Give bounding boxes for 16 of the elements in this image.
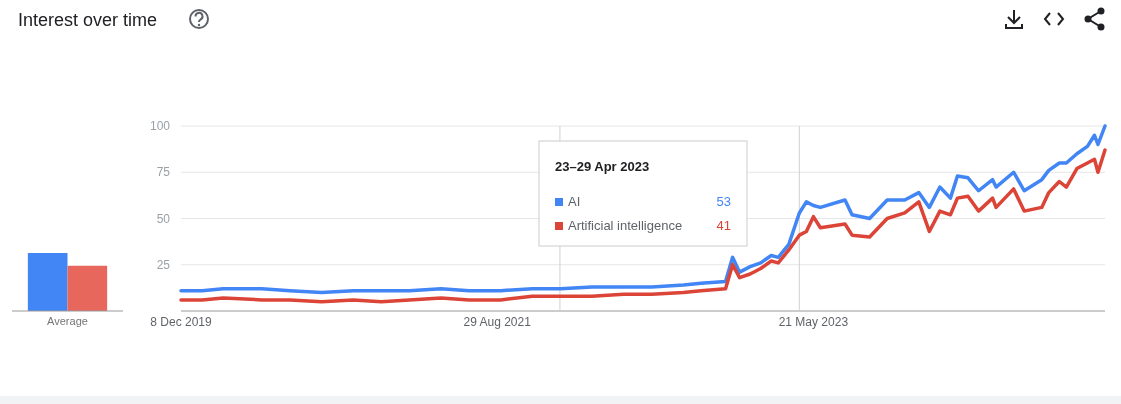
line-series: [179, 148, 1107, 304]
x-tick-label: 21 May 2023: [778, 315, 849, 329]
legend-label: Artificial intelligence: [568, 218, 683, 233]
x-tick-label: 8 Dec 2019: [150, 315, 213, 329]
x-tick-label: Average: [47, 315, 88, 327]
annotation: 41: [716, 218, 731, 233]
y-tick-label: 100: [149, 119, 171, 133]
chart-title: Interest over time: [18, 10, 158, 30]
line-series: [179, 124, 1107, 295]
legend-label: AI: [568, 194, 581, 209]
y-tick-label: 75: [156, 165, 171, 180]
x-tick-label: 29 Aug 2021: [463, 315, 532, 329]
annotation: 53: [716, 194, 731, 209]
y-tick-label: 50: [156, 211, 171, 226]
legend-title: 23–29 Apr 2023: [555, 159, 650, 174]
y-tick-label: 25: [156, 257, 171, 272]
